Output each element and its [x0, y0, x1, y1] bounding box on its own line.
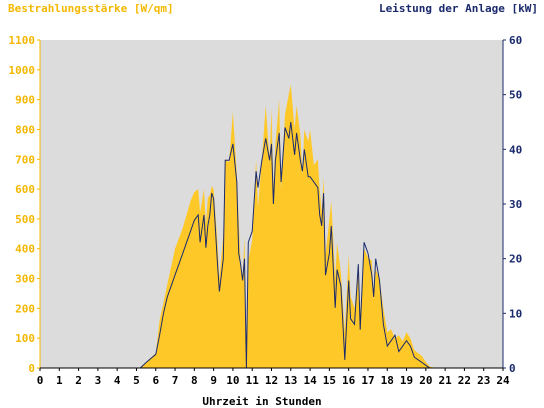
x-tick-label: 14	[303, 374, 317, 387]
x-tick-label: 18	[381, 374, 394, 387]
right-y-tick-label: 0	[509, 362, 516, 375]
x-tick-label: 22	[458, 374, 471, 387]
right-y-tick-label: 20	[509, 253, 522, 266]
x-tick-label: 19	[400, 374, 413, 387]
x-tick-label: 6	[152, 374, 159, 387]
left-axis-title: Bestrahlungsstärke [W/qm]	[8, 2, 174, 15]
right-y-tick-label: 30	[509, 198, 522, 211]
x-axis-label: Uhrzeit in Stunden	[202, 395, 321, 408]
x-tick-label: 11	[246, 374, 260, 387]
left-y-tick-label: 900	[15, 94, 35, 107]
right-axis-title: Leistung der Anlage [kW]	[379, 2, 538, 15]
x-tick-label: 9	[210, 374, 217, 387]
left-y-tick-label: 0	[28, 362, 35, 375]
x-tick-label: 1	[56, 374, 63, 387]
left-y-tick-label: 700	[15, 153, 35, 166]
x-tick-label: 16	[342, 374, 356, 387]
irradiance-area-series	[40, 84, 503, 368]
x-tick-label: 24	[496, 374, 510, 387]
x-tick-label: 15	[323, 374, 336, 387]
right-y-tick-label: 60	[509, 34, 522, 47]
right-y-tick-label: 40	[509, 143, 522, 156]
x-tick-label: 8	[191, 374, 198, 387]
left-y-tick-label: 800	[15, 123, 35, 136]
right-y-tick-label: 10	[509, 307, 522, 320]
left-y-tick-label: 1000	[9, 64, 36, 77]
power-line-series	[40, 121, 503, 369]
x-tick-label: 3	[95, 374, 102, 387]
x-tick-label: 2	[75, 374, 82, 387]
x-tick-label: 13	[284, 374, 297, 387]
left-y-tick-label: 400	[15, 243, 35, 256]
x-tick-label: 23	[477, 374, 490, 387]
x-tick-label: 4	[114, 374, 121, 387]
left-y-tick-label: 100	[15, 332, 35, 345]
left-y-tick-label: 200	[15, 302, 35, 315]
left-y-tick-label: 500	[15, 213, 35, 226]
left-y-tick-label: 600	[15, 183, 35, 196]
x-tick-label: 0	[37, 374, 44, 387]
x-tick-label: 10	[226, 374, 239, 387]
x-tick-label: 12	[265, 374, 278, 387]
x-tick-label: 5	[133, 374, 140, 387]
x-tick-label: 17	[361, 374, 374, 387]
right-y-tick-label: 50	[509, 89, 522, 102]
left-y-tick-label: 300	[15, 273, 35, 286]
x-tick-label: 21	[439, 374, 453, 387]
x-tick-label: 7	[172, 374, 179, 387]
left-y-tick-label: 1100	[9, 34, 36, 47]
x-tick-label: 20	[419, 374, 432, 387]
